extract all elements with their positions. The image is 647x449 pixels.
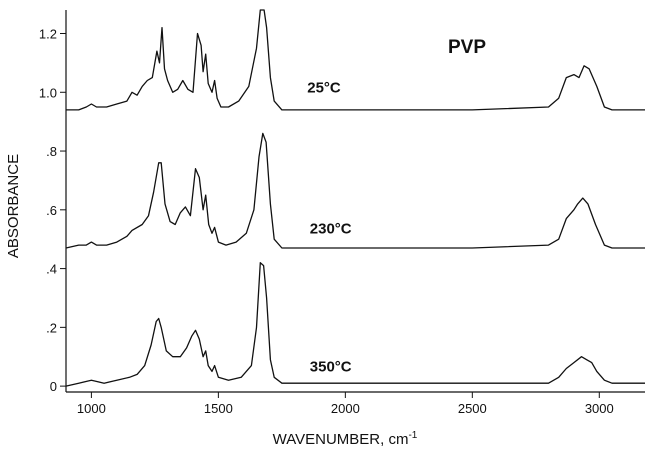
x-tick-label: 2000 xyxy=(331,401,360,416)
plot-frame xyxy=(65,10,645,393)
spectrum-lines xyxy=(65,9,645,387)
x-tick-label: 1500 xyxy=(204,401,233,416)
series-label-3: 350°C xyxy=(310,358,352,375)
y-axis-title: ABSORBANCE xyxy=(5,154,22,258)
y-tick-label: .4 xyxy=(46,262,57,277)
x-tick-label: 2500 xyxy=(458,401,487,416)
spectrum-line-3 xyxy=(65,262,645,387)
y-tick-label: 1.0 xyxy=(39,85,57,100)
x-tick-label: 3000 xyxy=(585,401,614,416)
spectrum-line-2 xyxy=(65,132,645,249)
x-axis-title-text: WAVENUMBER, cm xyxy=(273,431,409,448)
chart-title: PVP xyxy=(448,37,486,58)
x-axis-title: WAVENUMBER, cm-1 xyxy=(273,430,418,448)
y-tick-label: .2 xyxy=(46,320,57,335)
x-axis-ticks: 1000 1500 2000 2500 3000 xyxy=(77,392,614,416)
series-label-2: 230°C xyxy=(310,220,352,237)
y-tick-label: 0 xyxy=(50,379,57,394)
x-axis-title-superscript: -1 xyxy=(408,430,417,441)
series-label-1: 25°C xyxy=(307,79,341,96)
spectrum-line-1 xyxy=(66,9,645,111)
series-labels: 25°C 230°C 350°C xyxy=(307,79,352,375)
y-tick-label: .8 xyxy=(46,144,57,159)
y-tick-label: .6 xyxy=(46,203,57,218)
y-axis-ticks: 0 .2 .4 .6 .8 1.0 1.2 xyxy=(39,27,66,394)
y-tick-label: 1.2 xyxy=(39,27,57,42)
x-tick-label: 1000 xyxy=(77,401,106,416)
